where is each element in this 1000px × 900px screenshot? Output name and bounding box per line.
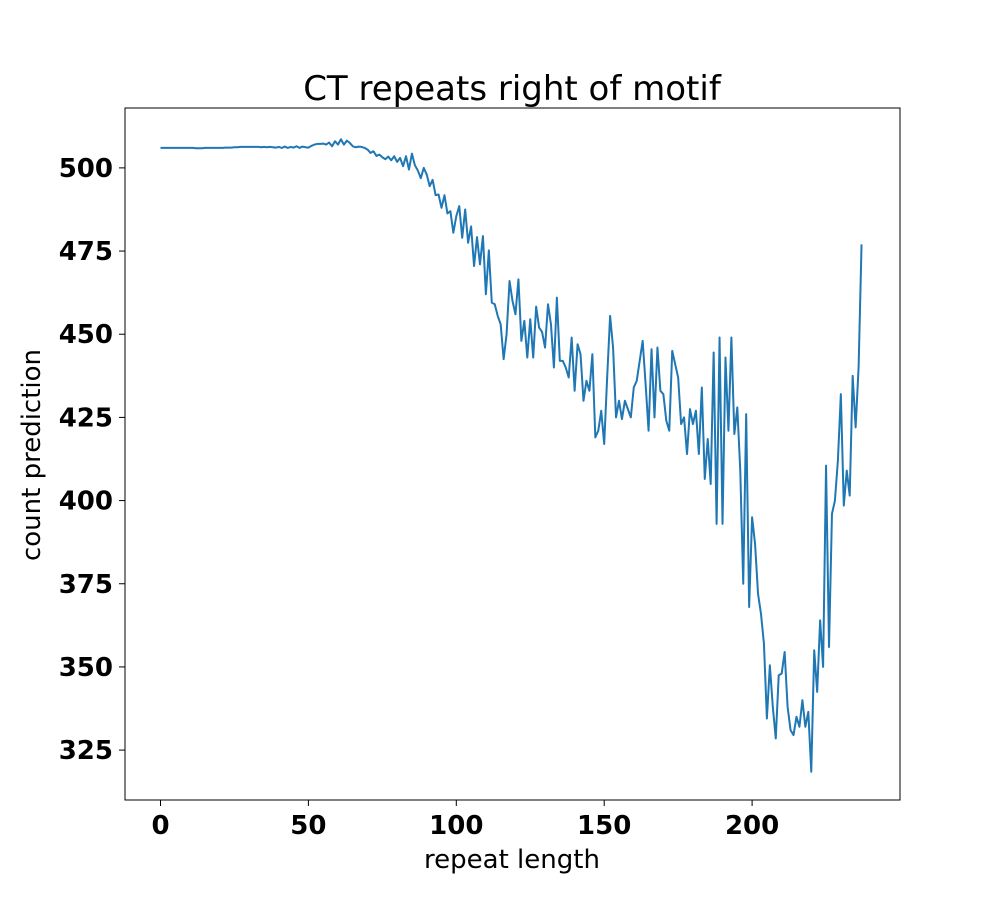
y-tick-label: 375	[59, 570, 113, 600]
x-tick-label: 50	[290, 811, 326, 841]
y-tick-label: 425	[59, 403, 113, 433]
series-line	[160, 138, 863, 773]
y-tick-label: 400	[59, 487, 113, 517]
y-tick-label: 325	[59, 736, 113, 766]
chart-title: CT repeats right of motif	[303, 69, 722, 109]
x-tick-label: 150	[577, 811, 631, 841]
x-tick-label: 200	[725, 811, 779, 841]
x-tick-label: 100	[429, 811, 483, 841]
axis-ticks: 0 50 100 150 200 325 350 375 400 425 450 475 500	[59, 154, 780, 841]
y-tick-label: 450	[59, 320, 113, 350]
y-tick-label: 500	[59, 154, 113, 184]
y-axis-label: count prediction	[17, 349, 47, 561]
plot-area-frame	[124, 107, 901, 801]
y-tick-label: 350	[59, 653, 113, 683]
x-axis-label: repeat length	[424, 845, 600, 875]
y-tick-label: 475	[59, 237, 113, 267]
x-tick-label: 0	[151, 811, 169, 841]
